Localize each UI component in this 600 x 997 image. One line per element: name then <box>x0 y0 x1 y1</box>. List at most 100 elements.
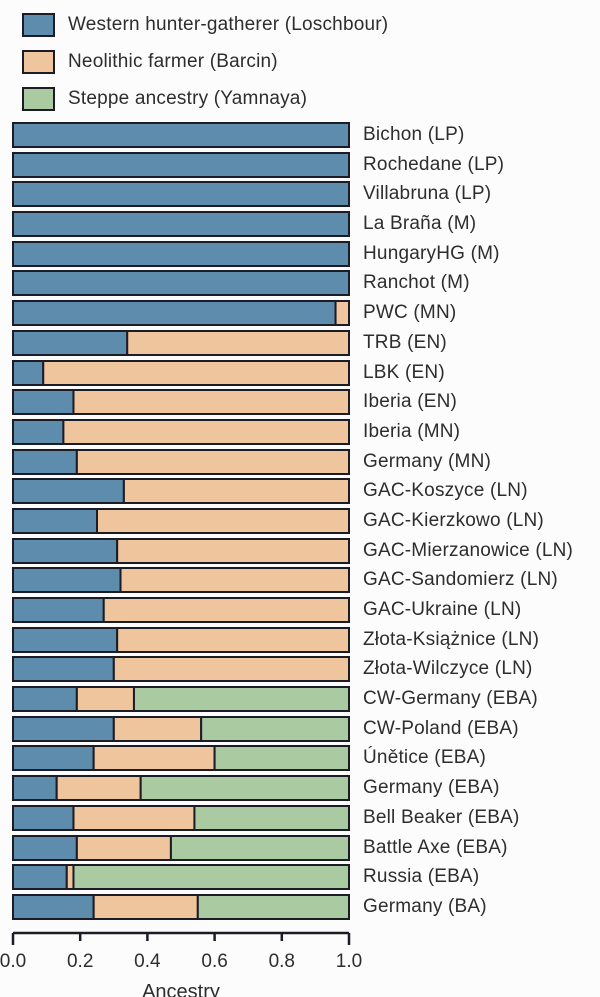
stacked-bar <box>12 597 350 623</box>
chart-rows: Bichon (LP) Rochedane (LP) Villabruna (L… <box>12 122 573 924</box>
stacked-bar <box>12 537 350 564</box>
bar-row: PWC (MN) <box>12 300 573 327</box>
population-label: LBK (EN) <box>363 361 445 383</box>
x-tick-label: 0.4 <box>134 951 161 972</box>
bar-segment <box>12 240 350 267</box>
stacked-bar <box>12 418 350 445</box>
farmer-color-swatch-icon <box>22 50 55 74</box>
population-label: Villabruna (LP) <box>363 183 492 205</box>
bar-row: Ranchot (M) <box>12 270 573 297</box>
bar-segment <box>72 864 350 891</box>
legend-item-whg: Western hunter-gatherer (Loschbour) <box>22 10 388 40</box>
population-label: CW-Poland (EBA) <box>363 717 519 739</box>
bar-row: Iberia (MN) <box>12 418 573 445</box>
bar-segment <box>42 359 350 386</box>
bar-segment <box>62 418 350 445</box>
bar-row: Villabruna (LP) <box>12 181 573 208</box>
whg-color-swatch-icon <box>22 13 55 37</box>
bar-segment <box>12 270 350 297</box>
stacked-bar <box>12 181 350 208</box>
bar-segment <box>116 626 350 653</box>
stacked-bar <box>12 122 350 148</box>
stacked-bar <box>12 567 350 594</box>
bar-segment <box>12 656 115 683</box>
bar-row: Germany (MN) <box>12 448 573 475</box>
x-axis <box>11 931 351 945</box>
stacked-bar <box>12 686 350 713</box>
population-label: Battle Axe (EBA) <box>363 836 508 858</box>
bar-segment <box>75 686 135 713</box>
bar-row: Germany (EBA) <box>12 775 573 802</box>
bar-segment <box>12 537 119 564</box>
bar-segment <box>12 478 125 505</box>
bar-row: Bichon (LP) <box>12 122 573 148</box>
population-label: Únětice (EBA) <box>363 747 486 769</box>
stacked-bar <box>12 389 350 416</box>
population-label: Germany (EBA) <box>363 777 500 799</box>
bar-segment <box>12 448 78 475</box>
bar-segment <box>12 359 45 386</box>
population-label: CW-Germany (EBA) <box>363 688 538 710</box>
bar-segment <box>12 418 65 445</box>
bar-segment <box>12 775 58 802</box>
population-label: Złota-Wilczyce (LN) <box>363 658 533 680</box>
stacked-bar <box>12 834 350 861</box>
population-label: Złota-Książnice (LN) <box>363 628 540 650</box>
bar-row: LBK (EN) <box>12 359 573 386</box>
bar-row: TRB (EN) <box>12 329 573 356</box>
bar-segment <box>112 715 203 742</box>
legend: Western hunter-gatherer (Loschbour) Neol… <box>22 10 388 121</box>
bar-segment <box>75 834 172 861</box>
stacked-bar <box>12 300 350 327</box>
bar-row: GAC-Sandomierz (LN) <box>12 567 573 594</box>
population-label: Iberia (MN) <box>363 420 461 442</box>
bar-segment <box>75 448 350 475</box>
population-label: La Braña (M) <box>363 213 477 235</box>
bar-row: GAC-Koszyce (LN) <box>12 478 573 505</box>
bar-segment <box>12 211 350 238</box>
bar-row: HungaryHG (M) <box>12 240 573 267</box>
legend-item-farmer: Neolithic farmer (Barcin) <box>22 47 388 77</box>
bar-row: Złota-Wilczyce (LN) <box>12 656 573 683</box>
bar-segment <box>65 864 75 891</box>
bar-segment <box>139 775 350 802</box>
bar-segment <box>12 567 122 594</box>
population-label: TRB (EN) <box>363 331 447 353</box>
bar-segment <box>196 893 350 920</box>
stacked-bar <box>12 151 350 178</box>
x-tick-label: 1.0 <box>335 951 363 972</box>
bar-segment <box>72 389 350 416</box>
population-label: Rochedane (LP) <box>363 153 505 175</box>
population-label: GAC-Mierzanowice (LN) <box>363 539 574 561</box>
population-label: GAC-Kierzkowo (LN) <box>363 509 544 531</box>
bar-segment <box>92 893 199 920</box>
x-tick-label: 0.8 <box>268 951 295 972</box>
legend-label-whg: Western hunter-gatherer (Loschbour) <box>68 14 389 35</box>
bar-segment <box>72 804 196 831</box>
bar-segment <box>119 567 350 594</box>
bar-segment <box>12 329 129 356</box>
bar-row: CW-Germany (EBA) <box>12 686 573 713</box>
bar-row: Złota-Książnice (LN) <box>12 626 573 653</box>
stacked-bar <box>12 478 350 505</box>
bar-segment <box>132 686 350 713</box>
bar-segment <box>12 804 75 831</box>
bar-row: Iberia (EN) <box>12 389 573 416</box>
stacked-bar <box>12 745 350 772</box>
stacked-bar <box>12 864 350 891</box>
x-tick-label: 0.6 <box>201 951 228 972</box>
stacked-bar <box>12 448 350 475</box>
x-tick-label: 0.2 <box>66 951 94 972</box>
bar-segment <box>12 122 350 148</box>
stacked-bar <box>12 270 350 297</box>
bar-segment <box>12 507 98 534</box>
stacked-bar <box>12 893 350 920</box>
bar-segment <box>126 329 350 356</box>
bar-segment <box>12 893 95 920</box>
bar-row: Únětice (EBA) <box>12 745 573 772</box>
bar-row: Germany (BA) <box>12 893 573 920</box>
bar-segment <box>122 478 350 505</box>
bar-segment <box>12 300 337 327</box>
bar-segment <box>213 745 350 772</box>
